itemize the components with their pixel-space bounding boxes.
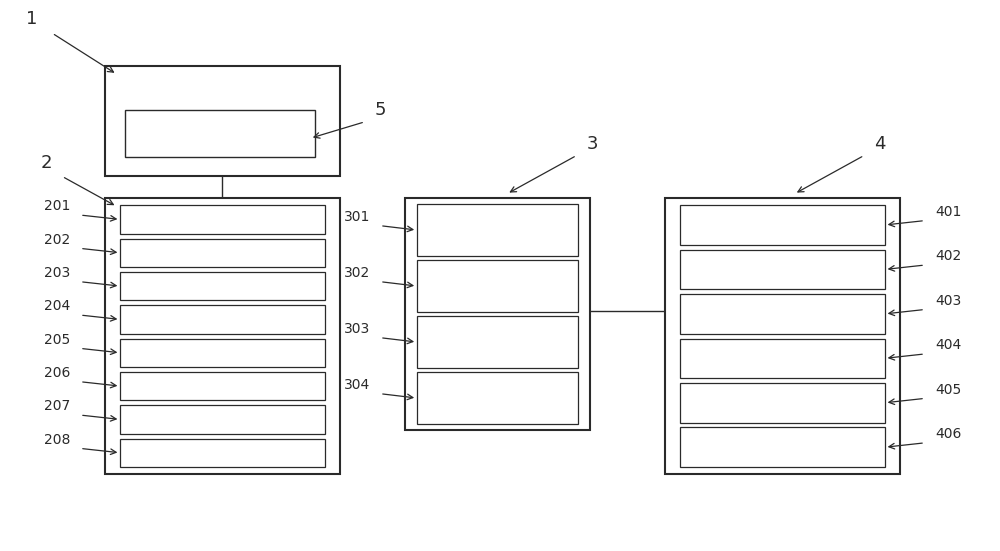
Bar bbox=[680, 294, 885, 333]
Text: 201: 201 bbox=[44, 199, 70, 213]
Bar bbox=[680, 250, 885, 289]
Text: 206: 206 bbox=[44, 366, 70, 380]
Bar bbox=[680, 428, 885, 467]
Bar bbox=[120, 338, 325, 367]
Bar bbox=[417, 372, 578, 424]
Bar bbox=[417, 260, 578, 312]
Text: 4: 4 bbox=[874, 134, 886, 153]
Text: 208: 208 bbox=[44, 433, 70, 447]
Bar bbox=[120, 305, 325, 333]
Text: 304: 304 bbox=[344, 378, 370, 392]
Text: 5: 5 bbox=[375, 101, 386, 119]
Bar bbox=[665, 198, 900, 474]
Bar bbox=[120, 205, 325, 234]
Bar bbox=[105, 66, 340, 176]
Bar bbox=[120, 406, 325, 434]
Text: 207: 207 bbox=[44, 399, 70, 413]
Text: 2: 2 bbox=[40, 154, 52, 172]
Text: 3: 3 bbox=[587, 134, 598, 153]
Bar bbox=[120, 239, 325, 267]
Bar bbox=[120, 272, 325, 300]
Bar bbox=[680, 338, 885, 378]
Bar bbox=[417, 316, 578, 368]
Bar bbox=[417, 204, 578, 256]
Text: 202: 202 bbox=[44, 233, 70, 247]
Text: 406: 406 bbox=[935, 427, 961, 441]
Text: 401: 401 bbox=[935, 205, 961, 219]
Bar bbox=[120, 372, 325, 400]
Bar bbox=[405, 198, 590, 430]
Text: 403: 403 bbox=[935, 294, 961, 308]
Text: 301: 301 bbox=[344, 210, 370, 224]
Bar bbox=[105, 198, 340, 474]
Text: 302: 302 bbox=[344, 266, 370, 280]
Bar bbox=[680, 383, 885, 423]
Text: 204: 204 bbox=[44, 299, 70, 314]
Text: 1: 1 bbox=[26, 9, 37, 28]
Text: 303: 303 bbox=[344, 322, 370, 336]
Text: 402: 402 bbox=[935, 250, 961, 263]
Bar bbox=[120, 439, 325, 467]
Text: 404: 404 bbox=[935, 338, 961, 352]
Text: 205: 205 bbox=[44, 333, 70, 347]
Text: 405: 405 bbox=[935, 383, 961, 397]
Bar bbox=[680, 205, 885, 245]
Bar bbox=[125, 110, 315, 157]
Text: 203: 203 bbox=[44, 266, 70, 280]
